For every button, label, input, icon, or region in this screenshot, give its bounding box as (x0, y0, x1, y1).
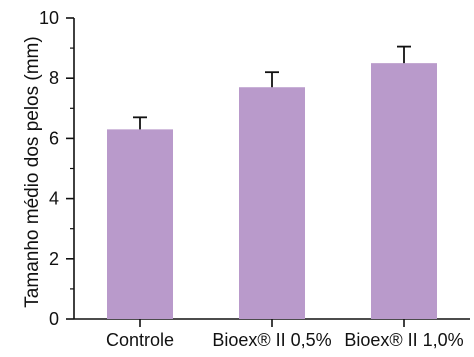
x-tick-label: Bioex® II 0,5% (212, 330, 331, 350)
x-tick-label: Controle (106, 330, 174, 350)
y-tick-label: 0 (49, 309, 59, 329)
y-tick-label: 8 (49, 68, 59, 88)
bar (371, 63, 437, 320)
bar (107, 129, 173, 319)
y-tick-label: 6 (49, 128, 59, 148)
y-tick-label: 10 (39, 8, 59, 28)
labels-layer: 0 2 4 6 8 10 Controle Bioex® II 0,5% Bioex® II 1… (39, 8, 464, 350)
y-tick-label: 2 (49, 249, 59, 269)
y-tick-label: 4 (49, 189, 59, 209)
bar (239, 87, 305, 319)
y-axis-label: Tamanho médio dos pelos (mm) (22, 36, 43, 307)
x-tick-label: Bioex® II 1,0% (344, 330, 463, 350)
bars-layer (107, 45, 437, 320)
